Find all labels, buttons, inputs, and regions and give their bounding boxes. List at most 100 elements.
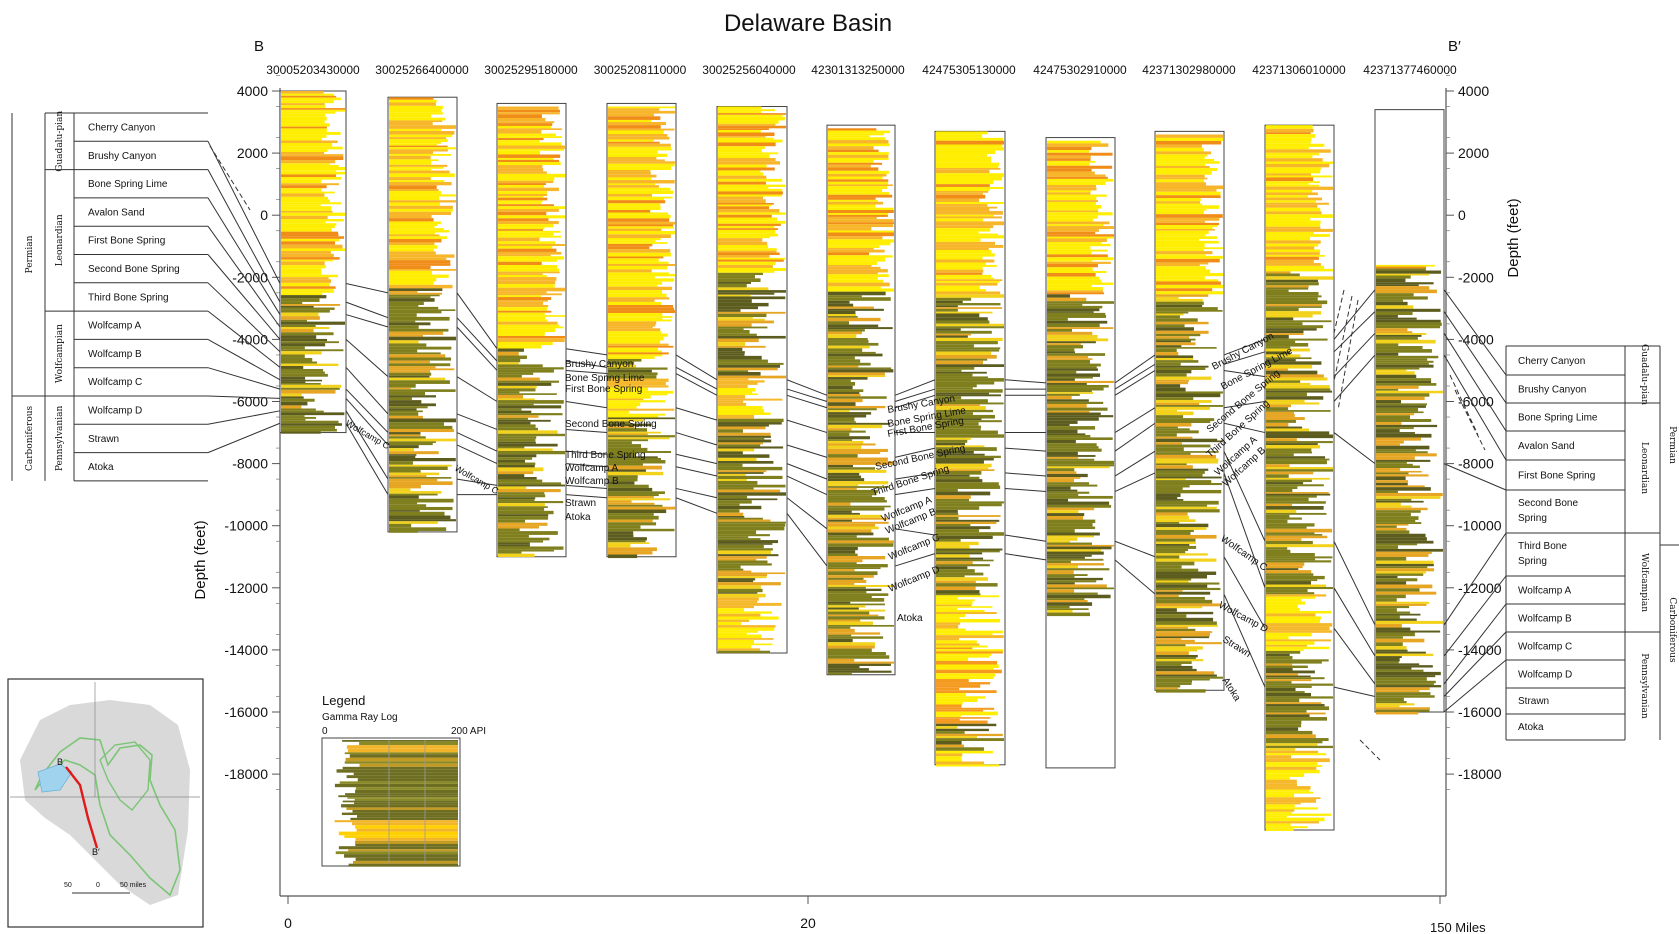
- log-band: [828, 559, 863, 563]
- log-band: [936, 188, 990, 192]
- log-band: [498, 516, 549, 520]
- log-band: [1047, 387, 1104, 391]
- log-band: [1156, 228, 1215, 231]
- log-band: [608, 324, 656, 327]
- correlation-line: [1223, 401, 1266, 409]
- log-band: [281, 361, 318, 364]
- log-band: [1266, 562, 1305, 566]
- log-band: [1156, 649, 1198, 652]
- log-band: [608, 177, 652, 181]
- log-band: [608, 509, 667, 514]
- log-band: [281, 341, 339, 344]
- connector-line: [207, 422, 281, 454]
- log-band: [1156, 330, 1209, 334]
- log-band: [498, 546, 564, 550]
- log-band: [936, 211, 1003, 215]
- log-band: [389, 395, 436, 398]
- log-band: [1266, 320, 1332, 323]
- log-band: [1156, 276, 1205, 280]
- log-band: [1156, 447, 1184, 452]
- correlation-line: [1004, 487, 1047, 493]
- log-band: [936, 601, 973, 605]
- log-band: [828, 670, 892, 673]
- log-band: [1266, 538, 1302, 541]
- log-band: [828, 259, 886, 262]
- log-band: [389, 313, 417, 317]
- log-band: [1376, 301, 1408, 306]
- log-band: [1266, 509, 1297, 513]
- log-band: [608, 343, 669, 346]
- log-band: [498, 157, 554, 160]
- log-band: [1047, 420, 1078, 424]
- log-band: [498, 326, 564, 329]
- log-band: [389, 131, 455, 135]
- log-band: [718, 540, 779, 544]
- log-band: [498, 335, 565, 339]
- log-band: [498, 185, 545, 188]
- log-band: [608, 258, 659, 262]
- log-band: [828, 277, 878, 280]
- log-band: [281, 167, 345, 171]
- log-band: [828, 526, 879, 530]
- log-band: [608, 358, 642, 362]
- log-band: [1376, 319, 1441, 323]
- log-band: [498, 148, 565, 151]
- log-band: [1266, 696, 1333, 699]
- log-band: [1047, 276, 1100, 280]
- log-band: [1266, 183, 1309, 185]
- log-band: [718, 435, 771, 438]
- log-band: [1266, 304, 1322, 307]
- log-band: [1376, 325, 1441, 329]
- log-band: [936, 564, 990, 567]
- log-band: [498, 501, 564, 504]
- log-band: [718, 287, 769, 291]
- log-band: [936, 266, 983, 270]
- log-band: [718, 130, 761, 133]
- log-band: [1266, 653, 1290, 657]
- left-depth-tick-label: -6000: [232, 394, 268, 410]
- log-band: [718, 484, 786, 488]
- log-band: [1376, 427, 1414, 430]
- legend-band: [353, 802, 458, 805]
- log-band: [1266, 134, 1316, 138]
- log-band: [281, 211, 333, 213]
- log-band: [281, 309, 330, 313]
- log-band: [498, 291, 547, 294]
- log-band: [828, 157, 889, 160]
- legend-band: [339, 781, 458, 784]
- log-band: [498, 358, 521, 363]
- log-band: [1156, 608, 1177, 612]
- log-band: [1047, 370, 1077, 374]
- log-band: [281, 177, 342, 180]
- log-band: [1376, 490, 1398, 493]
- log-band: [936, 696, 986, 699]
- log-band: [389, 224, 438, 227]
- log-band: [718, 236, 770, 239]
- log-band: [936, 471, 982, 475]
- log-band: [498, 138, 544, 141]
- log-band: [498, 229, 543, 231]
- log-band: [828, 546, 858, 551]
- log-band: [828, 579, 867, 583]
- log-band: [828, 621, 873, 625]
- log-band: [281, 183, 340, 186]
- log-band: [281, 327, 330, 329]
- log-band: [608, 146, 672, 149]
- log-band: [498, 123, 553, 126]
- formation-label: Strawn: [1220, 634, 1252, 660]
- log-band: [718, 172, 764, 176]
- log-band: [1156, 137, 1223, 141]
- connector-line: [207, 310, 281, 368]
- legend-band: [355, 789, 458, 794]
- log-band: [1047, 312, 1106, 315]
- correlation-line: [1114, 422, 1156, 452]
- log-band: [1266, 714, 1310, 718]
- log-band: [718, 220, 786, 224]
- log-band: [718, 543, 773, 545]
- log-band: [1376, 336, 1418, 340]
- log-band: [389, 397, 412, 401]
- formation-label: Wolfcamp C: [1218, 533, 1269, 573]
- log-band: [389, 380, 450, 384]
- log-band: [936, 402, 1004, 405]
- log-band: [936, 160, 992, 163]
